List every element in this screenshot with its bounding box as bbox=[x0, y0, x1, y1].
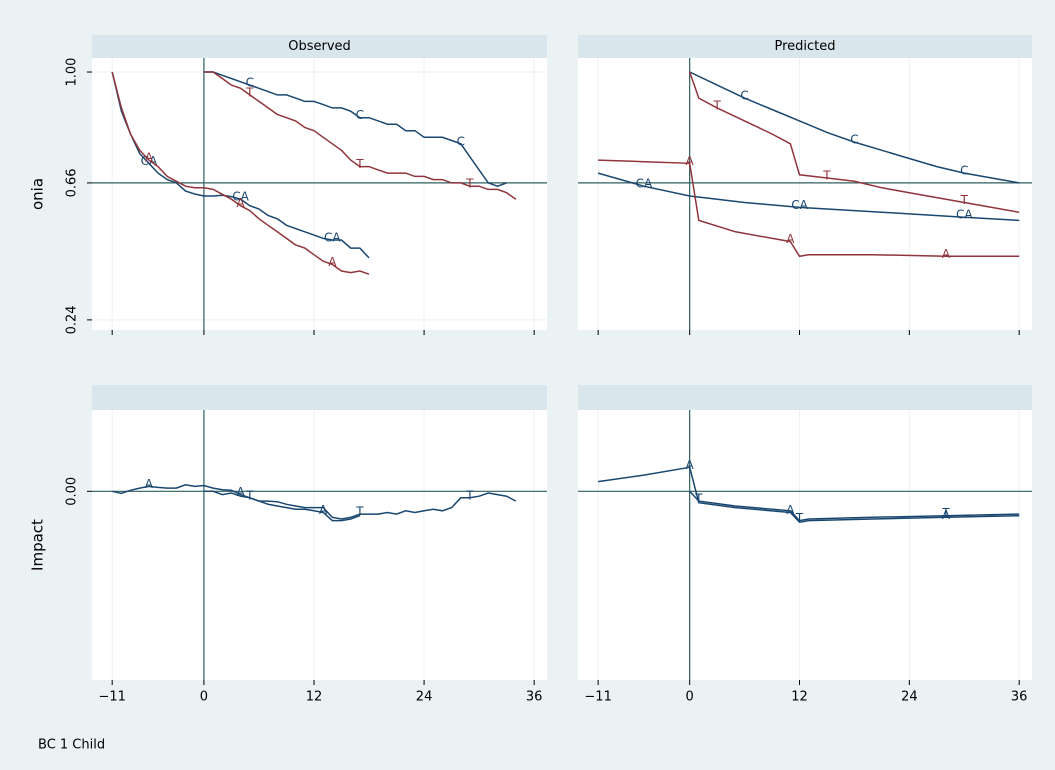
series-marker-label: T bbox=[795, 511, 804, 525]
x-tick-label: 12 bbox=[791, 690, 808, 705]
series-marker-label: C bbox=[246, 76, 254, 90]
series-marker-label: C bbox=[740, 89, 748, 103]
y-tick-label: 1.00 bbox=[65, 58, 80, 87]
series-marker-label: C bbox=[457, 134, 465, 148]
x-tick-label: 24 bbox=[416, 690, 433, 705]
series-marker-label: A bbox=[786, 503, 795, 517]
series-marker-label: A bbox=[786, 232, 795, 246]
series-marker-label: C bbox=[850, 133, 858, 147]
series-marker-label: T bbox=[712, 98, 721, 112]
series-marker-label: T bbox=[694, 492, 703, 506]
series-marker-label: A bbox=[236, 196, 245, 210]
strip bbox=[92, 385, 547, 410]
y-tick-label: 0.66 bbox=[65, 168, 80, 197]
series-line bbox=[689, 71, 1020, 184]
series-marker-label: T bbox=[941, 506, 950, 520]
series-marker-label: CA bbox=[324, 230, 341, 244]
x-tick-label: −11 bbox=[584, 690, 611, 705]
series-marker-label: T bbox=[245, 488, 254, 502]
series-line bbox=[597, 172, 1020, 222]
y-tick-label: 0.24 bbox=[65, 305, 80, 334]
series-marker-label: A bbox=[942, 508, 951, 522]
series-marker-label: T bbox=[245, 85, 254, 99]
series-line bbox=[203, 71, 507, 187]
strip bbox=[578, 385, 1032, 410]
series-line bbox=[112, 484, 361, 522]
series-marker-label: A bbox=[686, 458, 695, 472]
series-marker-label: A bbox=[145, 477, 154, 491]
strip-title: Predicted bbox=[774, 39, 835, 54]
x-tick-label: 12 bbox=[306, 690, 323, 705]
x-tick-label: −11 bbox=[98, 690, 125, 705]
plot-area bbox=[92, 58, 547, 330]
series-marker-label: T bbox=[465, 177, 474, 191]
series-marker-label: A bbox=[328, 255, 337, 269]
x-tick-label: 36 bbox=[1011, 690, 1028, 705]
y-tick-label: 0.00 bbox=[65, 477, 80, 506]
series-marker-label: C bbox=[356, 108, 364, 122]
x-tick-label: 0 bbox=[200, 690, 208, 705]
series-marker-label: T bbox=[822, 169, 831, 183]
x-tick-label: 24 bbox=[901, 690, 918, 705]
series-marker-label: CA bbox=[956, 208, 973, 222]
strip bbox=[92, 35, 547, 58]
x-tick-label: 36 bbox=[526, 690, 543, 705]
series-line bbox=[111, 71, 370, 259]
note: BC 1 Child bbox=[38, 738, 105, 753]
series-line bbox=[689, 490, 1020, 522]
series-marker-label: A bbox=[942, 247, 951, 261]
series-line bbox=[598, 159, 1020, 258]
plot-area bbox=[578, 58, 1032, 330]
series-marker-label: CA bbox=[791, 198, 808, 212]
series-marker-label: T bbox=[465, 488, 474, 502]
series-line bbox=[203, 490, 517, 520]
y-axis-title: Impact bbox=[29, 519, 47, 571]
plot-area bbox=[92, 410, 547, 680]
x-tick-label: 0 bbox=[686, 690, 694, 705]
series-marker-label: A bbox=[236, 485, 245, 499]
series-marker-label: T bbox=[355, 505, 364, 519]
series-marker-label: CA bbox=[232, 190, 249, 204]
series-line bbox=[203, 71, 517, 200]
y-axis-title: onia bbox=[29, 178, 47, 210]
series-marker-label: A bbox=[319, 503, 328, 517]
series-marker-label: T bbox=[960, 193, 969, 207]
series-marker-label: A bbox=[145, 151, 154, 165]
plot-area bbox=[578, 410, 1032, 680]
series-line bbox=[111, 71, 370, 275]
series-marker-label: T bbox=[355, 157, 364, 171]
strip bbox=[578, 35, 1032, 58]
series-marker-label: C bbox=[960, 164, 968, 178]
series-marker-label: A bbox=[686, 154, 695, 168]
series-marker-label: CA bbox=[636, 177, 653, 191]
series-line bbox=[688, 71, 1020, 214]
strip-title: Observed bbox=[288, 39, 351, 54]
series-line bbox=[597, 466, 1020, 524]
